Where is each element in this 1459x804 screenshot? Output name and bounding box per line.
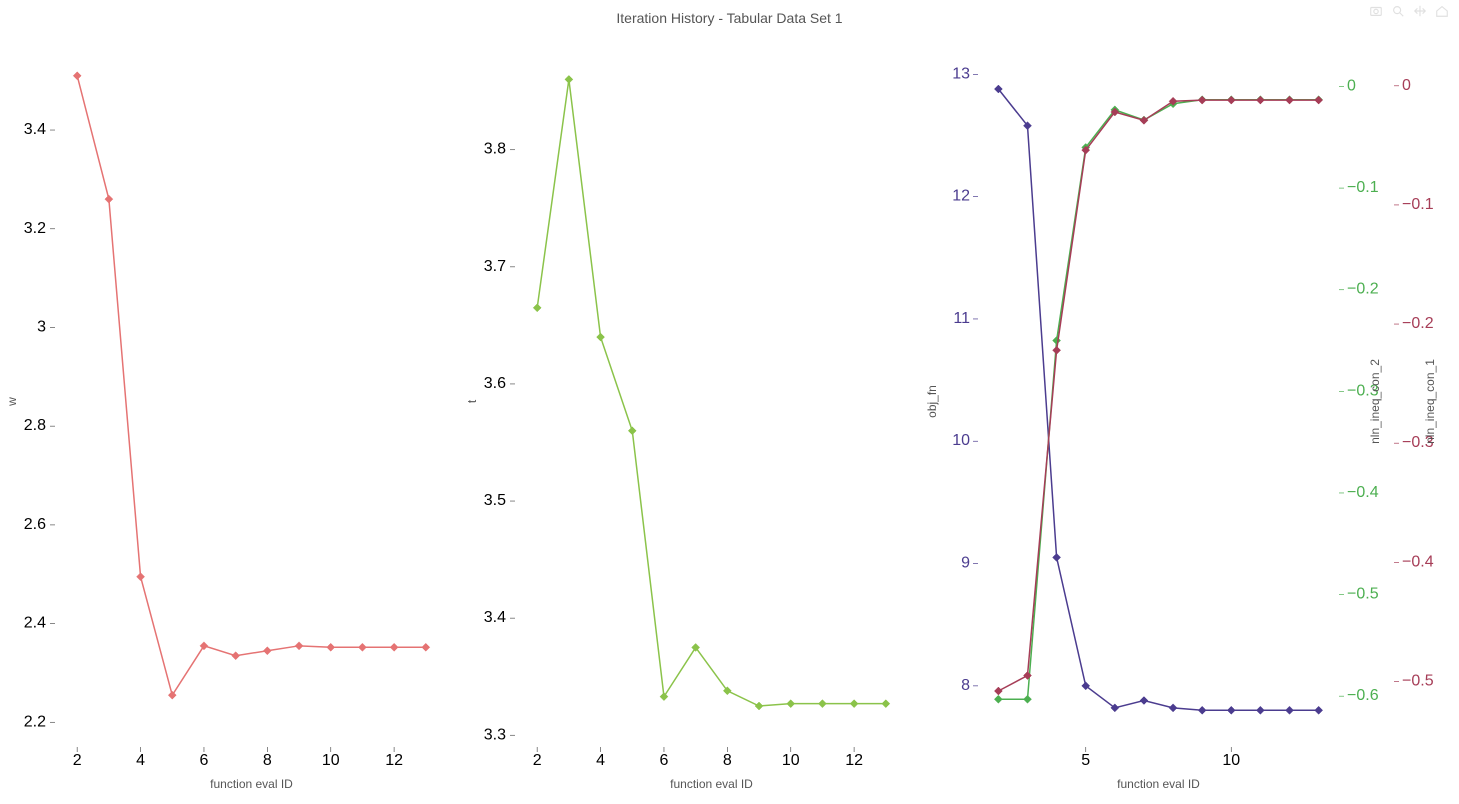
- svg-text:−0.4: −0.4: [1347, 484, 1379, 501]
- svg-text:11: 11: [953, 310, 970, 327]
- svg-text:9: 9: [961, 555, 970, 572]
- svg-text:3.8: 3.8: [484, 141, 506, 158]
- svg-text:0: 0: [1347, 77, 1356, 94]
- svg-text:−0.1: −0.1: [1347, 179, 1379, 196]
- svg-text:0: 0: [1402, 77, 1411, 94]
- svg-text:nln_ineq_con_1: nln_ineq_con_1: [1423, 359, 1437, 444]
- svg-text:12: 12: [385, 752, 403, 769]
- chart-panel-1[interactable]: 2 4 6 8 10 12 2.2 2.4 2.6 2.8 3 3.2 3.4 function eval…: [0, 36, 460, 802]
- svg-text:3.4: 3.4: [484, 609, 506, 626]
- svg-text:12: 12: [952, 188, 970, 205]
- svg-text:13: 13: [952, 65, 970, 82]
- svg-text:4: 4: [596, 752, 605, 769]
- chart-panel-2[interactable]: 2 4 6 8 10 12 3.3 3.4 3.5 3.6 3.7 3.8 function eval …: [460, 36, 920, 802]
- svg-text:−0.5: −0.5: [1402, 672, 1434, 689]
- svg-text:3: 3: [37, 318, 46, 335]
- home-icon[interactable]: [1435, 4, 1449, 18]
- zoom-icon[interactable]: [1391, 4, 1405, 18]
- svg-text:8: 8: [263, 752, 272, 769]
- svg-text:12: 12: [845, 752, 863, 769]
- svg-text:2.4: 2.4: [24, 615, 46, 632]
- svg-text:3.4: 3.4: [24, 121, 46, 138]
- svg-text:5: 5: [1081, 752, 1090, 769]
- svg-text:10: 10: [1222, 752, 1240, 769]
- pan-icon[interactable]: [1413, 4, 1427, 18]
- svg-text:8: 8: [723, 752, 732, 769]
- chart-toolbar: [1369, 4, 1449, 18]
- svg-text:function eval ID: function eval ID: [670, 777, 753, 791]
- chart-panel-3[interactable]: 5108910111213obj_fn−0.6−0.5−0.4−0.3−0.2−…: [920, 36, 1459, 802]
- svg-text:−0.1: −0.1: [1402, 196, 1434, 213]
- svg-text:−0.6: −0.6: [1347, 687, 1379, 704]
- svg-text:6: 6: [660, 752, 669, 769]
- svg-text:−0.2: −0.2: [1347, 281, 1379, 298]
- svg-text:8: 8: [961, 677, 970, 694]
- chart-title: Iteration History - Tabular Data Set 1: [0, 0, 1459, 36]
- svg-text:3.3: 3.3: [484, 726, 506, 743]
- svg-text:2.6: 2.6: [24, 516, 46, 533]
- svg-text:3.7: 3.7: [484, 258, 506, 275]
- svg-text:function eval ID: function eval ID: [210, 777, 293, 791]
- svg-text:2.2: 2.2: [24, 713, 46, 730]
- svg-text:−0.4: −0.4: [1402, 553, 1434, 570]
- svg-text:3.6: 3.6: [484, 375, 506, 392]
- svg-text:3.2: 3.2: [24, 220, 46, 237]
- svg-text:6: 6: [200, 752, 209, 769]
- svg-text:2: 2: [73, 752, 82, 769]
- svg-text:function eval ID: function eval ID: [1117, 777, 1200, 791]
- svg-text:10: 10: [952, 432, 970, 449]
- svg-text:2: 2: [533, 752, 542, 769]
- svg-text:10: 10: [782, 752, 800, 769]
- svg-text:t: t: [465, 399, 479, 403]
- camera-icon[interactable]: [1369, 4, 1383, 18]
- svg-text:3.5: 3.5: [484, 492, 506, 509]
- svg-text:4: 4: [136, 752, 145, 769]
- svg-text:−0.5: −0.5: [1347, 586, 1379, 603]
- svg-text:−0.2: −0.2: [1402, 315, 1434, 332]
- svg-text:2.8: 2.8: [24, 417, 46, 434]
- svg-text:10: 10: [322, 752, 340, 769]
- svg-text:w: w: [5, 397, 19, 407]
- chart-panels: 2 4 6 8 10 12 2.2 2.4 2.6 2.8 3 3.2 3.4 function eval…: [0, 36, 1459, 802]
- svg-text:nln_ineq_con_2: nln_ineq_con_2: [1368, 359, 1382, 444]
- svg-text:obj_fn: obj_fn: [925, 385, 939, 418]
